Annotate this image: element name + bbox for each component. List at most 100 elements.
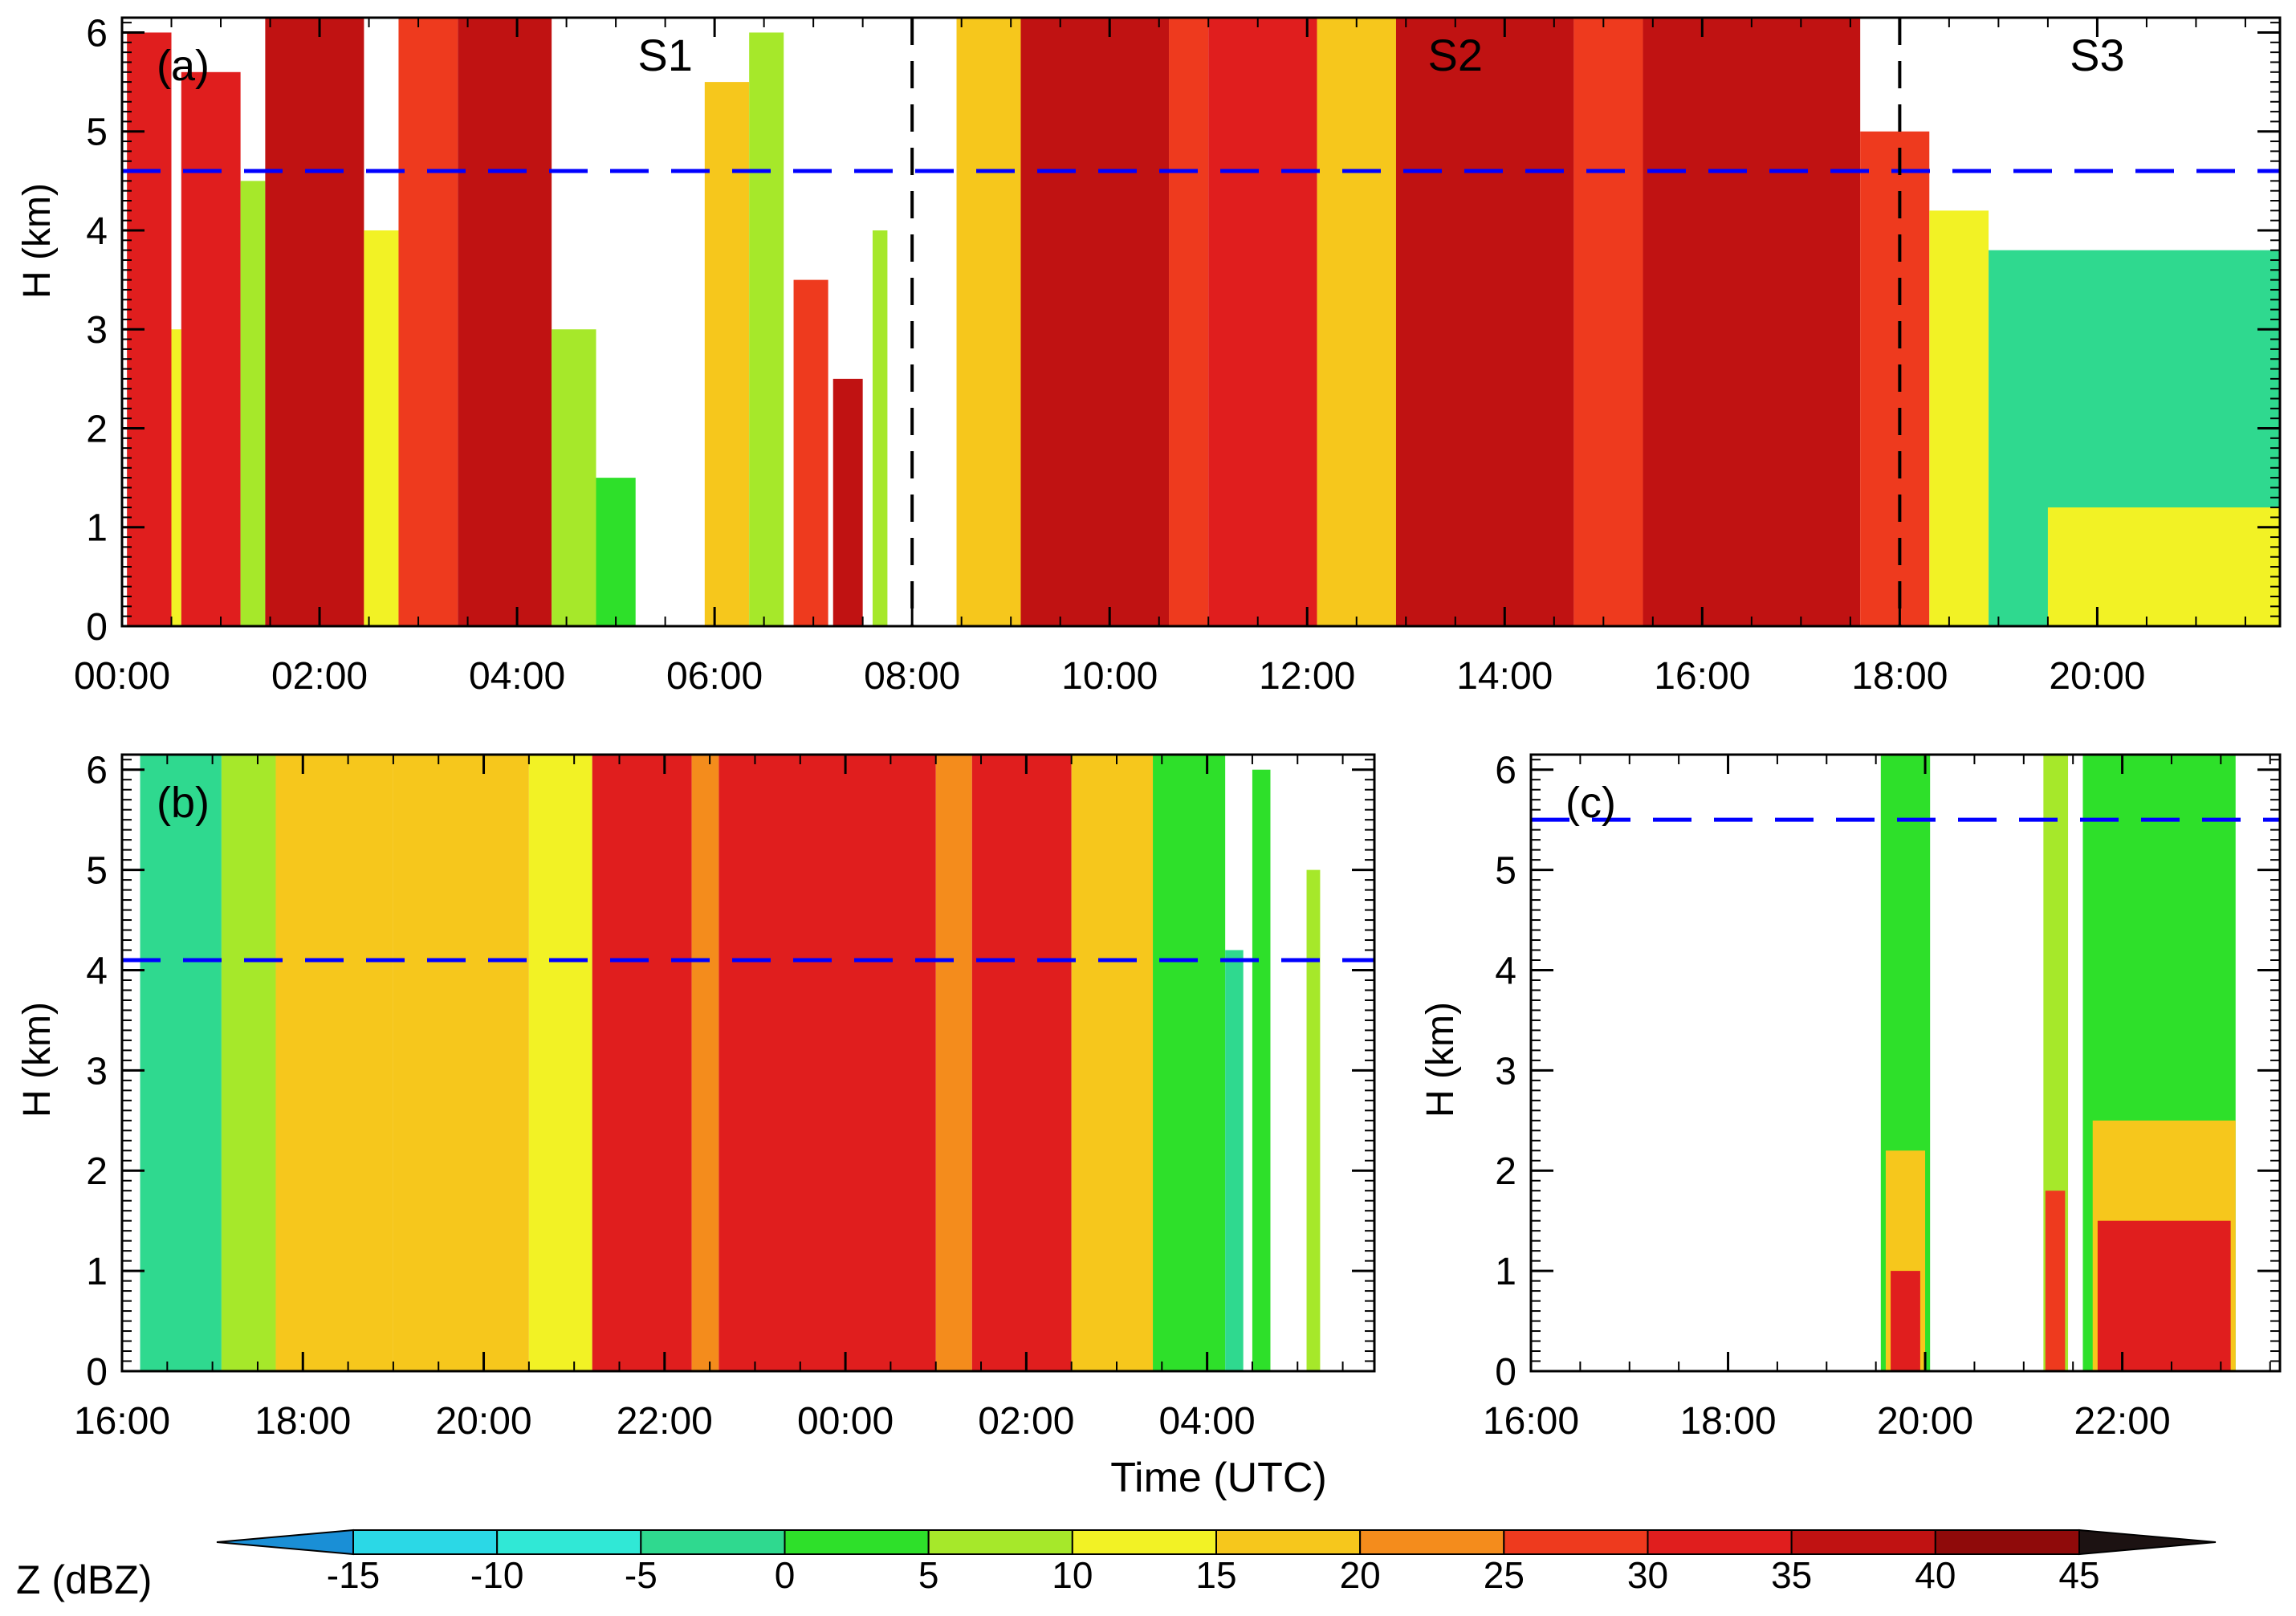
panel-b-x-tick-labels: 16:00 18:00 20:00 22:00 00:00 02:00 04:00 bbox=[74, 1400, 1256, 1443]
panel-b-column-14 bbox=[1306, 869, 1321, 1371]
panel-a-column-22 bbox=[1643, 18, 1861, 626]
panel-a-column-12 bbox=[793, 279, 828, 626]
panel-a-xtick-label: 02:00 bbox=[271, 655, 368, 698]
colorbar-tick-label: 25 bbox=[1484, 1554, 1525, 1596]
colorbar-tick-label: 40 bbox=[1915, 1554, 1956, 1596]
panel-c-ylabel: H (km) bbox=[1419, 1002, 1462, 1117]
panel-a-stage-label: S2 bbox=[1428, 30, 1484, 80]
panel-a-reflectivity bbox=[127, 18, 2280, 626]
panel-b-column-2 bbox=[275, 755, 393, 1371]
panel-b-column-13 bbox=[1252, 769, 1271, 1371]
panel-a-column-13 bbox=[833, 378, 863, 626]
panel-b-label: (b) bbox=[157, 779, 210, 827]
colorbar-cell bbox=[1790, 1529, 1936, 1555]
colorbar-tick-label: 0 bbox=[775, 1554, 796, 1596]
panel-a-frame bbox=[120, 16, 2282, 628]
colorbar-cell bbox=[1215, 1529, 1362, 1555]
panel-c-xtick-label: 16:00 bbox=[1483, 1400, 1579, 1443]
colorbar-tick-label: 10 bbox=[1052, 1554, 1093, 1596]
colorbar-tick-label: 30 bbox=[1627, 1554, 1668, 1596]
panel-b-column-8 bbox=[935, 755, 972, 1371]
colorbar-tick-label: -15 bbox=[327, 1554, 380, 1596]
panel-a-column-11 bbox=[749, 32, 784, 626]
panel-b-ytick-label: 5 bbox=[86, 850, 108, 893]
panel-c-column-2 bbox=[1891, 1271, 1920, 1371]
panel-b-xtick-label: 18:00 bbox=[254, 1400, 351, 1443]
panel-b-ytick-label: 0 bbox=[86, 1351, 108, 1394]
panel-a-column-20 bbox=[1395, 18, 1574, 626]
panel-c-ytick-label: 6 bbox=[1495, 750, 1516, 792]
panel-a-ytick-label: 0 bbox=[86, 606, 108, 649]
panel-a-xtick-label: 08:00 bbox=[864, 655, 960, 698]
colorbar-cell bbox=[496, 1529, 642, 1555]
panel-a-column-10 bbox=[704, 82, 750, 626]
panel-c-ytick-label: 4 bbox=[1495, 950, 1516, 992]
colorbar-tick-label: 35 bbox=[1771, 1554, 1812, 1596]
panel-a-ytick-label: 4 bbox=[86, 210, 108, 253]
panel-b-xtick-label: 04:00 bbox=[1159, 1400, 1256, 1443]
panel-a-y-tick-labels: 0 1 2 3 4 5 6 bbox=[86, 12, 108, 649]
panel-a-xtick-label: 06:00 bbox=[666, 655, 763, 698]
panel-b-column-6 bbox=[691, 755, 719, 1371]
panel-b-column-12 bbox=[1225, 950, 1244, 1371]
panel-c-x-tick-labels: 16:00 18:00 20:00 22:00 bbox=[1483, 1400, 2171, 1443]
colorbar-label: Z (dBZ) bbox=[16, 1557, 152, 1602]
panel-b-column-7 bbox=[719, 755, 936, 1371]
panel-a-column-23 bbox=[1860, 131, 1930, 626]
panel-b-column-9 bbox=[971, 755, 1072, 1371]
panel-a-ytick-label: 3 bbox=[86, 309, 108, 352]
panel-a-column-2 bbox=[181, 71, 241, 626]
panel-a-stage-labels: S1 S2 S3 bbox=[637, 30, 2124, 80]
panel-a-column-1 bbox=[171, 329, 181, 626]
colorbar-cell bbox=[1071, 1529, 1218, 1555]
panel-a-column-18 bbox=[1208, 18, 1317, 626]
panel-a-column-19 bbox=[1317, 18, 1396, 626]
panel-c-xtick-label: 20:00 bbox=[1877, 1400, 1973, 1443]
panel-c-xtick-label: 22:00 bbox=[2074, 1400, 2171, 1443]
panel-c-ytick-label: 5 bbox=[1495, 850, 1516, 893]
panel-b-column-1 bbox=[221, 755, 276, 1371]
panel-c: (c) 0 1 2 3 4 5 6 16:00 18:00 20:00 22:00 H (km) bbox=[1419, 750, 2282, 1443]
panel-c-ytick-label: 1 bbox=[1495, 1251, 1516, 1293]
panel-c-y-tick-labels: 0 1 2 3 4 5 6 bbox=[1495, 750, 1516, 1394]
colorbar-min-arrow bbox=[216, 1528, 354, 1556]
panel-b-xtick-label: 00:00 bbox=[797, 1400, 894, 1443]
panel-a-column-8 bbox=[552, 329, 596, 626]
colorbar-cells bbox=[216, 1528, 2217, 1556]
panel-a-column-7 bbox=[458, 18, 552, 626]
colorbar-tick-label: -10 bbox=[470, 1554, 523, 1596]
panel-a-xtick-label: 20:00 bbox=[2049, 655, 2145, 698]
panel-a-column-9 bbox=[596, 478, 636, 626]
panel-c-ytick-label: 3 bbox=[1495, 1050, 1516, 1093]
panel-b-ytick-label: 2 bbox=[86, 1150, 108, 1193]
panel-a-column-4 bbox=[265, 18, 364, 626]
panel-b-xtick-label: 20:00 bbox=[435, 1400, 531, 1443]
panel-b-xlabel: Time (UTC) bbox=[1110, 1455, 1327, 1501]
panel-b-column-4 bbox=[528, 755, 592, 1371]
panel-b-column-10 bbox=[1071, 755, 1154, 1371]
panel-a-stage-label: S3 bbox=[2070, 30, 2125, 80]
colorbar-cell bbox=[1503, 1529, 1649, 1555]
panel-a-column-24 bbox=[1929, 210, 1989, 626]
panel-b: (b) 0 1 2 3 4 5 6 16:00 18:00 20:00 22:00 00:00 02:… bbox=[16, 750, 1376, 1501]
panel-b-xtick-label: 22:00 bbox=[617, 1400, 713, 1443]
panel-b-ylabel: H (km) bbox=[16, 1002, 59, 1117]
panel-a-column-26 bbox=[2047, 507, 2280, 626]
colorbar-tick-label: 5 bbox=[918, 1554, 939, 1596]
panel-a-stage-label: S1 bbox=[637, 30, 693, 80]
panel-a-xtick-label: 18:00 bbox=[1851, 655, 1948, 698]
panel-b-xtick-label: 16:00 bbox=[74, 1400, 170, 1443]
panel-a-ytick-label: 6 bbox=[86, 12, 108, 55]
colorbar: -15 -10 -5 0 5 10 15 20 25 30 35 40 45 Z (dBZ) bbox=[16, 1528, 2217, 1602]
panel-c-column-7 bbox=[2097, 1220, 2231, 1371]
panel-a-column-17 bbox=[1169, 18, 1209, 626]
panel-a-xtick-label: 00:00 bbox=[74, 655, 170, 698]
panel-c-label: (c) bbox=[1565, 779, 1616, 827]
panel-b-column-0 bbox=[140, 755, 222, 1371]
panel-a-column-15 bbox=[956, 18, 1021, 626]
panel-a-stage-dividers bbox=[910, 18, 1902, 626]
panel-a-column-14 bbox=[872, 230, 888, 626]
panel-b-ytick-label: 3 bbox=[86, 1050, 108, 1093]
panel-a-xtick-label: 04:00 bbox=[469, 655, 565, 698]
